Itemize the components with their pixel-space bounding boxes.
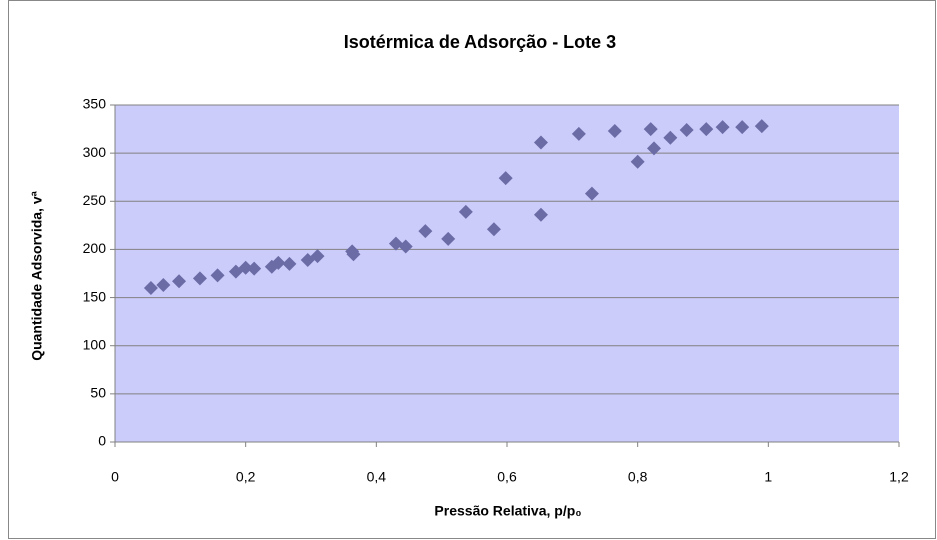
y-axis-title: Quantidade Adsorvida, vª	[29, 190, 45, 360]
data-point	[418, 224, 433, 239]
y-tick-label: 0	[98, 433, 106, 449]
data-point	[630, 154, 645, 169]
y-tick-label: 200	[83, 240, 107, 256]
data-point	[715, 120, 730, 135]
data-point	[143, 280, 158, 295]
y-tick-label: 100	[83, 336, 107, 352]
y-tick-label: 300	[83, 144, 107, 160]
data-point	[210, 268, 225, 283]
x-tick-label: 0,6	[497, 469, 517, 485]
chart-title: Isotérmica de Adsorção - Lote 3	[344, 32, 616, 52]
data-point	[458, 204, 473, 219]
data-point	[663, 130, 678, 145]
data-point	[238, 260, 253, 275]
data-point	[398, 239, 413, 254]
data-point	[498, 171, 513, 186]
y-tick-label: 350	[83, 96, 107, 112]
data-point	[607, 123, 622, 138]
data-point	[310, 249, 325, 264]
data-point	[754, 119, 769, 134]
x-tick-label: 0	[111, 469, 119, 485]
data-point	[486, 222, 501, 237]
data-point	[156, 278, 171, 293]
data-point	[172, 274, 187, 289]
data-point	[699, 122, 714, 137]
data-point	[679, 123, 694, 138]
y-tick-label: 150	[83, 288, 107, 304]
y-tick-label: 250	[83, 192, 107, 208]
data-point	[584, 186, 599, 201]
y-tick-label: 50	[90, 385, 106, 401]
x-tick-label: 0,8	[628, 469, 648, 485]
data-point	[282, 256, 297, 271]
x-tick-label: 1	[764, 469, 772, 485]
data-point	[346, 247, 361, 262]
data-point	[192, 271, 207, 286]
data-point	[735, 120, 750, 135]
data-point	[271, 255, 286, 270]
x-tick-label: 0,4	[367, 469, 387, 485]
x-tick-label: 1,2	[889, 469, 909, 485]
data-point	[647, 141, 661, 156]
data-point	[533, 135, 548, 150]
data-point	[441, 231, 456, 246]
data-point	[571, 126, 586, 141]
x-tick-label: 0,2	[236, 469, 256, 485]
data-point	[643, 122, 658, 137]
x-axis-title: Pressão Relativa, p/p₀	[434, 503, 581, 519]
data-point	[533, 207, 548, 222]
data-point	[300, 253, 315, 268]
data-point	[247, 261, 262, 276]
